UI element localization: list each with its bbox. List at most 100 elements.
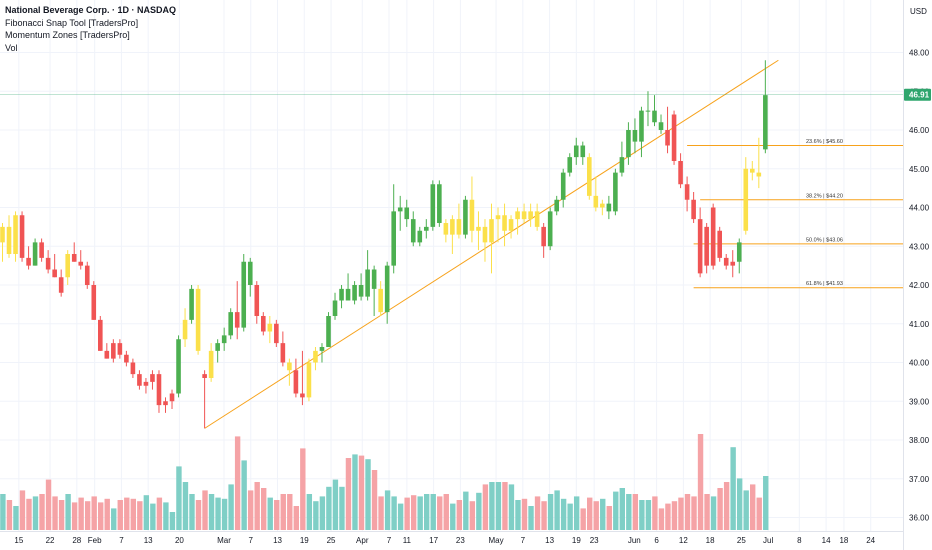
- volume-bar: [163, 502, 169, 530]
- candle-body: [606, 203, 612, 212]
- candle-body: [247, 261, 253, 285]
- volume-bar: [534, 496, 541, 530]
- volume-bar: [632, 494, 639, 530]
- candle-body: [163, 401, 168, 406]
- candle-body: [691, 199, 696, 220]
- indicator-fib-snap[interactable]: Fibonacci Snap Tool [TradersPro]: [5, 17, 139, 28]
- volume-bar: [378, 496, 384, 530]
- candle-body: [0, 226, 5, 243]
- candle-body: [78, 261, 84, 266]
- time-tick-label: 8: [797, 536, 802, 545]
- volume-bar: [195, 500, 202, 530]
- volume-bar: [117, 500, 123, 530]
- candle-body: [189, 288, 194, 320]
- volume-bar: [600, 498, 606, 530]
- candle-body: [215, 343, 220, 351]
- volume-bar: [528, 506, 534, 530]
- volume-bar: [287, 494, 293, 530]
- volume-bar: [78, 497, 84, 530]
- candle-body: [658, 122, 664, 130]
- candle-body: [489, 219, 494, 243]
- volume-bar: [763, 476, 769, 530]
- time-tick-label: 20: [175, 536, 184, 545]
- volume-bar: [750, 484, 756, 530]
- candle-body: [756, 172, 762, 177]
- volume-bar: [463, 491, 469, 530]
- volume-bar: [645, 500, 652, 530]
- price-axis[interactable]: 36.00 37.00 38.00 39.00 40.00 41.00 42.00 43.00…: [903, 0, 932, 550]
- volume-bar: [280, 494, 286, 530]
- candle-body: [352, 285, 357, 301]
- candle-body: [254, 285, 260, 316]
- indicator-volume[interactable]: Vol: [5, 42, 18, 53]
- fib-level-label: 23.6% | $45.60: [806, 139, 843, 145]
- candle-body: [652, 110, 657, 123]
- candle-body: [528, 211, 533, 220]
- volume-bar: [515, 500, 521, 530]
- candle-body: [176, 339, 181, 394]
- volume-bar: [332, 479, 339, 530]
- volume-bar: [554, 490, 560, 530]
- volume-bar: [482, 484, 489, 530]
- candle-body: [13, 215, 18, 254]
- indicator-momentum-zones[interactable]: Momentum Zones [TradersPro]: [5, 30, 130, 40]
- volume-bar: [606, 506, 612, 530]
- fib-level-label: 38.2% | $44.20: [806, 193, 843, 199]
- candle-body: [560, 172, 566, 200]
- candle-body: [332, 300, 338, 316]
- time-tick-label: 23: [456, 536, 465, 545]
- candle-body: [274, 323, 279, 344]
- candle-body: [261, 316, 266, 332]
- candle-body: [534, 211, 540, 227]
- volume-bar: [150, 503, 156, 530]
- candle-body: [736, 242, 742, 262]
- volume-bar: [521, 498, 528, 530]
- time-tick-label: 15: [14, 536, 23, 545]
- candle-body: [541, 226, 546, 247]
- candle-body: [404, 207, 410, 220]
- price-tick-label: 43.00: [909, 242, 930, 251]
- volume-bar: [234, 436, 241, 530]
- volume-bar: [65, 494, 71, 530]
- volume-bar: [306, 494, 313, 530]
- volume-bar: [723, 482, 730, 530]
- candle-body: [365, 269, 370, 297]
- volume-bar: [626, 494, 632, 530]
- candle-body: [482, 226, 488, 243]
- volume-bar: [208, 494, 215, 530]
- volume-bar: [293, 506, 299, 530]
- price-tick-label: 44.00: [909, 204, 930, 213]
- candle-body: [58, 277, 64, 293]
- time-tick-label: 28: [72, 536, 81, 545]
- time-axis[interactable]: 15 22 28 Feb 7 13 20 Mar 7 13 19 25 Apr 7 11 17 23 May 7 13…: [0, 531, 903, 546]
- candle-body: [723, 257, 729, 266]
- chart-legend: National Beverage Corp. · 1D · NASDAQ Fi…: [5, 4, 176, 54]
- candle-body: [117, 343, 123, 355]
- volume-bar: [274, 500, 280, 530]
- symbol-title[interactable]: National Beverage Corp. · 1D · NASDAQ: [5, 5, 177, 15]
- volume-bar: [365, 459, 371, 530]
- volume-bar: [176, 466, 182, 530]
- candle-body: [208, 350, 214, 378]
- candle-body: [743, 168, 749, 231]
- last-price-tag: [904, 88, 931, 101]
- price-axis-bg: [903, 0, 932, 550]
- candle-body: [169, 393, 175, 402]
- volume-bar: [202, 490, 208, 530]
- time-tick-label: Jul: [763, 536, 773, 545]
- candle-body: [137, 374, 142, 386]
- volume-bar: [241, 460, 247, 530]
- volume-bar: [587, 497, 593, 530]
- volume-bar: [541, 501, 547, 530]
- candle-body: [45, 257, 51, 270]
- candle-body: [697, 219, 703, 274]
- time-tick-label: 13: [545, 536, 554, 545]
- time-tick-label: 7: [387, 536, 392, 545]
- time-tick-label: 25: [737, 536, 746, 545]
- volume-bar: [111, 508, 117, 530]
- time-tick-label: 7: [249, 536, 254, 545]
- volume-bar: [710, 496, 717, 530]
- volume-bar: [430, 494, 436, 530]
- candle-body: [280, 343, 286, 363]
